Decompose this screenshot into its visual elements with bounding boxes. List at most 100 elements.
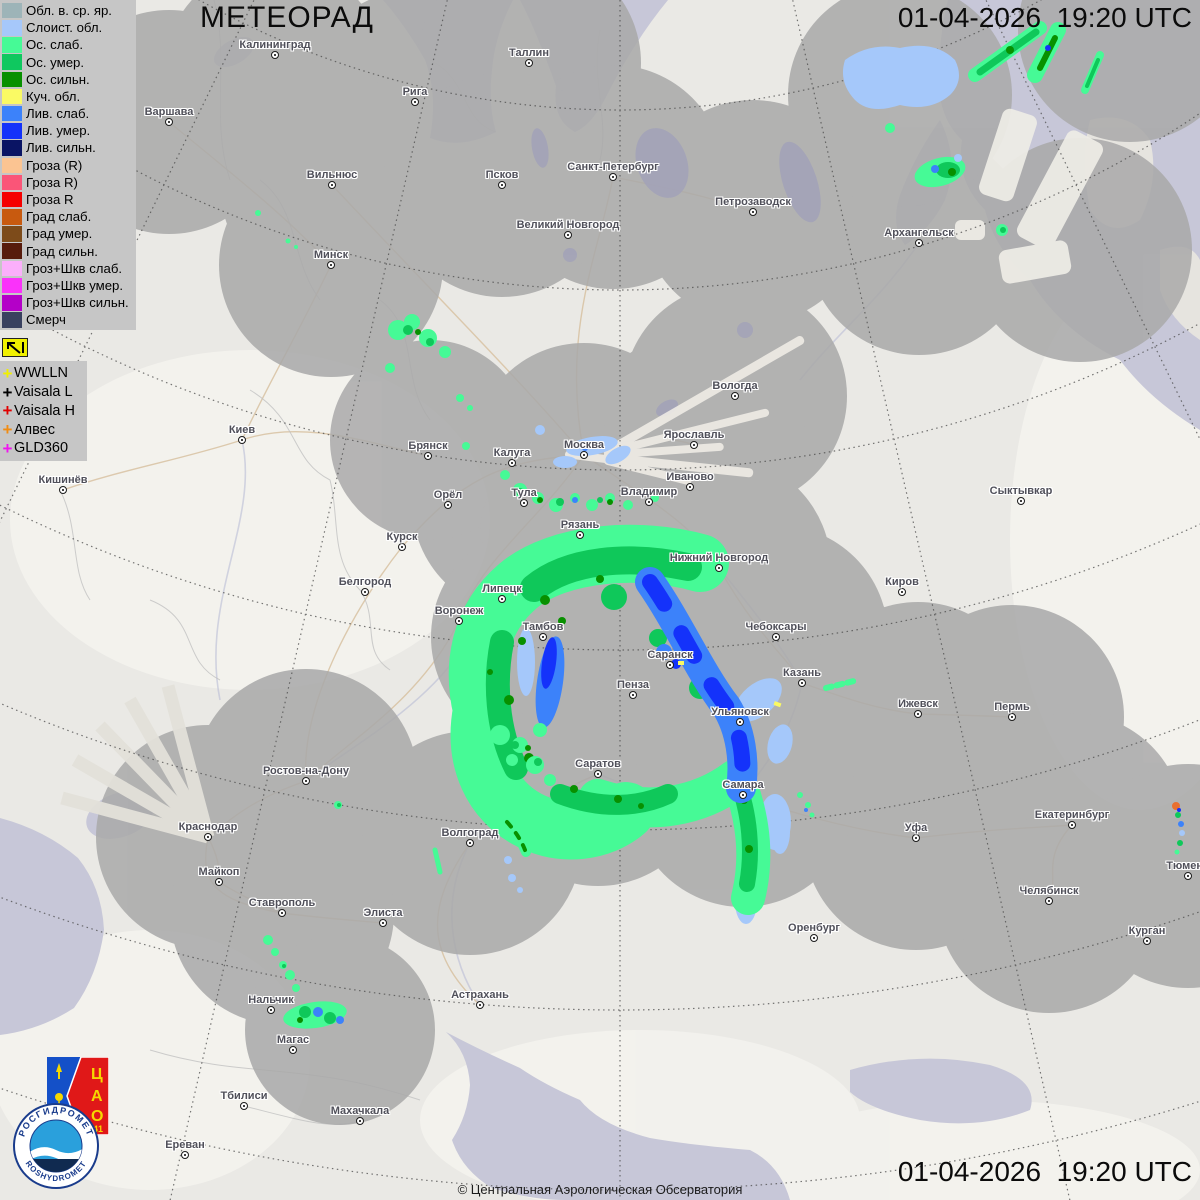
city-label: Курск: [386, 531, 418, 543]
legend-item: Град слаб.: [2, 208, 136, 225]
tornado-arrow-icon: [2, 338, 28, 357]
city-label: Ярославль: [663, 429, 725, 441]
legend-item: Гроз+Шкв слаб.: [2, 260, 136, 277]
city-marker-icon: [810, 934, 818, 942]
city-label: Саратов: [575, 758, 621, 770]
legend-item: Слоист. обл.: [2, 19, 136, 36]
lightning-legend-panel: + WWLLN + Vaisala L + Vaisala H + Алвес …: [0, 361, 87, 461]
city-label: Ижевск: [898, 698, 938, 710]
city-marker-icon: [715, 564, 723, 572]
legend-item-label: Слоист. обл.: [26, 20, 103, 36]
echo-north: [842, 21, 1104, 236]
city-label: Киров: [885, 576, 919, 588]
echo-ural-string: [1172, 802, 1185, 855]
legend-color-swatch: [2, 260, 22, 277]
city-label: Рязань: [560, 519, 600, 531]
city-marker-icon: [398, 543, 406, 551]
lightning-item-label: Vaisala H: [14, 402, 75, 419]
legend-item-label: Ос. слаб.: [26, 37, 84, 53]
legend-color-swatch: [2, 312, 22, 328]
city-marker-icon: [181, 1151, 189, 1159]
city-label: Киев: [228, 424, 256, 436]
city-label: Магас: [276, 1034, 310, 1046]
roshydromet-logo: РОСГИДРОМЕТ ROSHYDROMET: [13, 1103, 99, 1189]
city-marker-icon: [165, 118, 173, 126]
echo-west-moscow: [385, 314, 473, 411]
city-label: Орёл: [433, 489, 463, 501]
city-marker-icon: [498, 181, 506, 189]
legend-item: Гроза R: [2, 191, 136, 208]
city-marker-icon: [898, 588, 906, 596]
city-marker-icon: [594, 770, 602, 778]
city-marker-icon: [204, 833, 212, 841]
city-marker-icon: [289, 1046, 297, 1054]
lightning-cross-icon: +: [2, 382, 13, 402]
legend-item-label: Град сильн.: [26, 243, 98, 259]
sector-blanking-fan: [60, 684, 215, 844]
city-marker-icon: [424, 452, 432, 460]
legend-color-swatch: [2, 174, 22, 191]
city-label: Вологда: [712, 380, 758, 392]
city-label: Уфа: [904, 822, 928, 834]
lightning-item-label: Vaisala L: [14, 383, 73, 400]
echo-kazan: [797, 678, 857, 818]
city-marker-icon: [739, 791, 747, 799]
city-label: Псков: [485, 169, 519, 181]
city-marker-icon: [411, 98, 419, 106]
lightning-legend-item: + Алвес: [1, 420, 87, 439]
city-marker-icon: [379, 919, 387, 927]
city-label: Ульяновск: [711, 706, 769, 718]
legend-item: Смерч: [2, 311, 136, 328]
lightning-legend-item: + Vaisala L: [1, 383, 87, 402]
city-label: Брянск: [408, 440, 448, 452]
legend-color-swatch: [2, 243, 22, 259]
city-label: Оренбург: [788, 922, 840, 934]
city-label: Чебоксары: [745, 621, 807, 633]
city-marker-icon: [580, 451, 588, 459]
legend-item: Обл. в. ср. яр.: [2, 2, 136, 19]
city-label: Калуга: [493, 447, 531, 459]
echo-caucasus: [263, 801, 347, 1029]
lightning-item-label: WWLLN: [14, 365, 68, 382]
city-marker-icon: [466, 839, 474, 847]
legend-color-swatch: [2, 209, 22, 225]
city-marker-icon: [1068, 821, 1076, 829]
city-marker-icon: [690, 441, 698, 449]
city-marker-icon: [356, 1117, 364, 1125]
city-marker-icon: [798, 679, 806, 687]
legend-item-label: Обл. в. ср. яр.: [26, 2, 112, 18]
city-label: Рига: [402, 86, 428, 98]
city-label: Ставрополь: [248, 897, 316, 909]
city-marker-icon: [327, 261, 335, 269]
city-label: Нижний Новгород: [669, 552, 769, 564]
city-label: Курган: [1128, 925, 1166, 937]
city-marker-icon: [914, 710, 922, 718]
echo-baltics: [255, 210, 298, 249]
city-marker-icon: [361, 588, 369, 596]
city-marker-icon: [731, 392, 739, 400]
legend-color-swatch: [2, 37, 22, 53]
city-label: Нальчик: [248, 994, 294, 1006]
city-label: Минск: [313, 249, 349, 261]
city-marker-icon: [1008, 713, 1016, 721]
city-marker-icon: [736, 718, 744, 726]
echo-tula-belt: [462, 442, 672, 512]
legend-item: Лив. сильн.: [2, 140, 136, 157]
city-marker-icon: [271, 51, 279, 59]
lightning-legend-item: + GLD360: [1, 439, 87, 458]
legend-item-label: Лив. слаб.: [26, 106, 90, 122]
city-label: Калининград: [239, 39, 311, 51]
city-marker-icon: [498, 595, 506, 603]
city-label: Тамбов: [522, 621, 564, 633]
legend-color-swatch: [2, 2, 22, 19]
legend-color-swatch: [2, 277, 22, 294]
lightning-item-label: GLD360: [14, 440, 69, 457]
legend-item-label: Лив. сильн.: [26, 140, 96, 156]
radar-echo-layer: [255, 21, 1185, 1029]
copyright-text: © Центральная Аэрологическая Обсерватори…: [457, 1182, 743, 1197]
city-label: Саранск: [647, 649, 693, 661]
city-label: Тбилиси: [220, 1090, 268, 1102]
